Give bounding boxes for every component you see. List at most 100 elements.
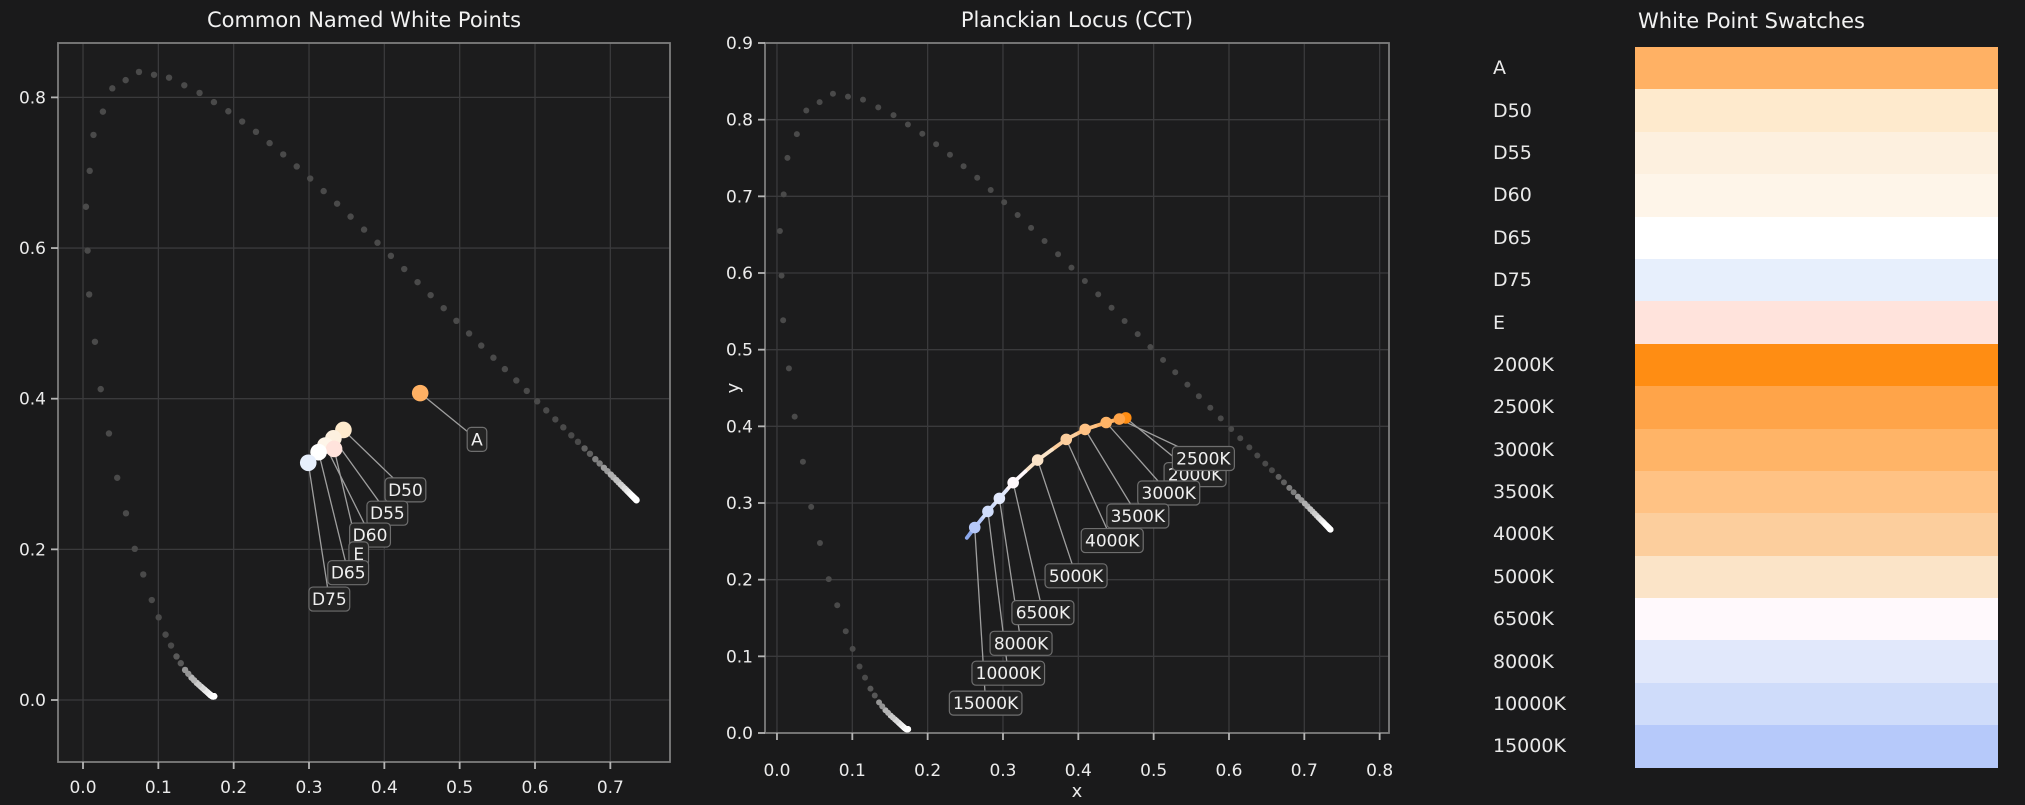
- cct-marker-6500k: [1007, 476, 1019, 489]
- spectral-locus-dot: [552, 416, 559, 423]
- spectral-locus-dot: [1041, 238, 1048, 245]
- annotation-box: [971, 660, 1046, 686]
- plot2-y-axis-label: y: [725, 382, 744, 393]
- annotation-3000k: 3000K: [1137, 480, 1201, 506]
- y-tick-label: 0.9: [726, 34, 753, 54]
- annotation-label: 3000K: [1142, 484, 1197, 504]
- planckian-line-segment: [964, 530, 973, 540]
- spectral-locus-dot: [307, 175, 314, 182]
- spectral-locus-dot: [871, 692, 878, 699]
- spectral-locus-dot: [1262, 460, 1269, 467]
- swatch-color: [1635, 258, 1998, 302]
- spectral-locus-dot: [387, 252, 395, 260]
- x-tick-label: 0.4: [1065, 761, 1092, 781]
- annotation-d65: D65: [327, 560, 370, 586]
- y-tick-label: 0.4: [726, 417, 753, 437]
- y-tick-label: 0.0: [726, 724, 753, 744]
- spectral-locus-dot: [360, 226, 368, 233]
- swatch-label: D75: [1493, 269, 1532, 292]
- spectral-locus-dot: [568, 432, 575, 439]
- spectral-locus-dot: [875, 104, 882, 111]
- white-point-marker-d65: [310, 443, 327, 461]
- x-tick-label: 0.3: [295, 778, 322, 798]
- y-tick-label: 0.7: [726, 187, 753, 207]
- swatch-panel: White Point Swatches A D50 D55 D60 D65 D75 E 20…: [1460, 0, 2025, 805]
- swatch-row-d65: D65: [1460, 216, 1998, 259]
- spectral-locus-dot: [91, 338, 99, 345]
- swatch-row-a: A: [1460, 47, 1998, 90]
- swatch-label: 8000K: [1493, 650, 1554, 673]
- spectral-locus-dot: [849, 645, 856, 652]
- spectral-locus-dot: [844, 93, 851, 100]
- spectral-locus-dot: [99, 108, 107, 115]
- spectral-locus-dot: [109, 85, 116, 92]
- axes-spines: [764, 42, 1390, 734]
- spectral-locus-dot: [1228, 426, 1235, 433]
- leader-line: [1012, 482, 1044, 613]
- x-tick-label: 0.1: [839, 761, 866, 781]
- leader-line: [1037, 459, 1077, 577]
- spectral-locus-dot: [131, 545, 138, 553]
- annotation-8000k: 8000K: [989, 630, 1053, 656]
- swatch-label: E: [1493, 311, 1506, 334]
- swatch-color: [1635, 47, 1998, 90]
- swatch-color: [1635, 470, 1998, 514]
- swatch-row-15000k: 15000K: [1460, 725, 1998, 768]
- annotation-label: 4000K: [1085, 532, 1140, 552]
- spectral-locus-dot: [785, 365, 792, 372]
- spectral-locus-dot: [1237, 435, 1244, 442]
- swatch-row-d75: D75: [1460, 258, 1998, 302]
- axes-background: [765, 43, 1389, 733]
- spectral-locus-dot: [946, 151, 953, 158]
- spectral-locus-dot: [543, 407, 550, 414]
- spectral-locus-dot: [856, 663, 863, 670]
- annotation-6500k: 6500K: [1011, 600, 1075, 626]
- spectral-locus-dot: [501, 365, 509, 373]
- plot1-title: Common Named White Points: [207, 8, 521, 32]
- annotation-label: D75: [312, 590, 347, 610]
- y-tick-label: 0.0: [19, 691, 46, 711]
- cct-marker-3000k: [1100, 416, 1112, 429]
- cct-marker-3500k: [1079, 423, 1091, 436]
- swatch-color: [1635, 131, 1998, 175]
- spectral-locus-dot: [523, 387, 530, 395]
- annotation-boxes: 2000K2500K3000K3500K4000K5000K6500K8000K…: [948, 445, 1235, 716]
- y-tick-label: 0.2: [19, 540, 46, 560]
- annotation-15000k: 15000K: [948, 690, 1023, 716]
- spectral-locus-dot: [148, 596, 155, 604]
- spectral-locus-dot: [834, 602, 841, 609]
- spectral-locus-dot: [181, 666, 189, 674]
- annotation-label: 3500K: [1111, 507, 1166, 527]
- spectral-locus-dot: [280, 151, 287, 158]
- spectral-locus-dot: [1055, 251, 1062, 258]
- spectral-locus-dot: [780, 191, 787, 198]
- x-tick-label: 0.6: [521, 778, 548, 798]
- swatch-label: 2500K: [1493, 396, 1554, 419]
- cct-marker-8000k: [993, 492, 1006, 505]
- x-tick-label: 0.4: [371, 778, 398, 798]
- y-tick-label: 0.1: [726, 647, 753, 667]
- x-tick-label: 0.3: [989, 761, 1016, 781]
- plot2-title: Planckian Locus (CCT): [961, 8, 1193, 32]
- spectral-locus-dot: [867, 685, 874, 692]
- spectral-locus-dot: [1280, 479, 1287, 486]
- spectral-locus-dot: [1327, 526, 1334, 533]
- swatch-row-2000k: 2000K: [1460, 343, 1998, 387]
- spectral-locus-dot: [960, 163, 967, 170]
- spectral-locus-dot: [427, 291, 434, 299]
- swatch-color: [1635, 386, 1998, 429]
- swatch-color: [1635, 555, 1998, 599]
- annotation-box: [989, 630, 1053, 656]
- spectral-locus-dot: [876, 699, 883, 706]
- white-point-markers: [299, 384, 429, 472]
- spectral-locus-dot: [85, 291, 93, 298]
- annotation-box: [349, 522, 392, 548]
- x-tick-label: 0.0: [69, 778, 96, 798]
- spectral-locus-dot: [919, 130, 926, 137]
- spectral-locus-dot: [592, 455, 599, 463]
- x-tick-label: 0.5: [446, 778, 473, 798]
- annotation-label: D50: [388, 481, 423, 501]
- swatch-label: 2000K: [1493, 353, 1554, 376]
